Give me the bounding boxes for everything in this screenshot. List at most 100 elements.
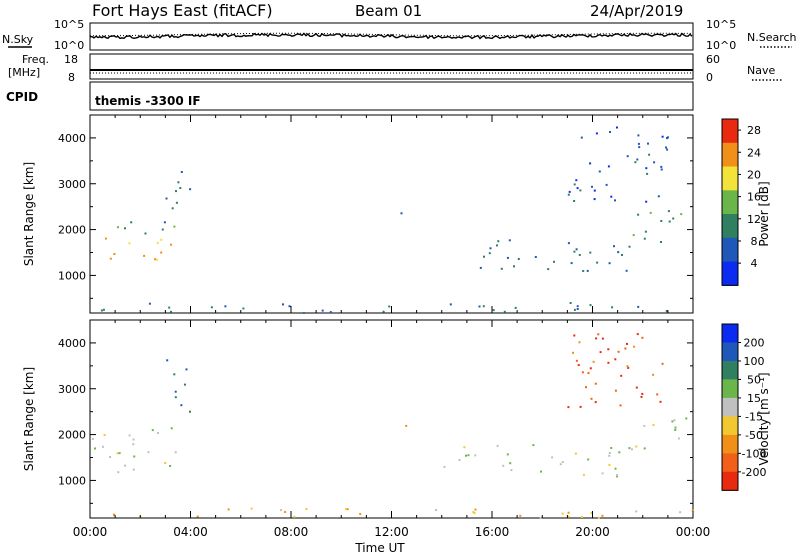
- colorbar-tick-label: 4: [751, 257, 758, 270]
- data-cell: [94, 447, 96, 450]
- data-cell: [302, 312, 305, 314]
- data-cell: [472, 511, 475, 514]
- data-cell: [156, 241, 159, 244]
- data-cell: [579, 189, 582, 192]
- data-cell: [579, 405, 582, 408]
- data-cell: [581, 371, 584, 374]
- data-cell: [614, 358, 617, 361]
- data-cell: [569, 302, 572, 304]
- data-cell: [156, 432, 159, 434]
- data-cell: [597, 333, 600, 336]
- y-tick-label: 2000: [58, 224, 86, 237]
- data-cell: [227, 508, 230, 511]
- colorbar-segment: [722, 214, 738, 239]
- data-cell: [586, 269, 589, 272]
- data-cell: [628, 245, 631, 248]
- data-cell: [638, 146, 641, 149]
- data-cell: [589, 304, 592, 307]
- data-cell: [104, 237, 107, 240]
- power-data-layer: [100, 126, 683, 314]
- data-cell: [608, 452, 611, 454]
- data-cell: [224, 305, 227, 308]
- data-cell: [660, 168, 663, 171]
- data-cell: [613, 245, 615, 248]
- data-cell: [166, 359, 169, 362]
- data-cell: [573, 200, 576, 202]
- velocity-axes: 1000 2000 3000 4000 00:00 04:00 08:00 12:00 16:0…: [58, 320, 710, 539]
- data-cell: [130, 221, 133, 224]
- data-cell: [608, 454, 611, 457]
- data-cell: [443, 465, 446, 468]
- data-cell: [539, 516, 542, 519]
- data-cell: [173, 225, 176, 228]
- data-cell: [617, 350, 620, 353]
- data-cell: [665, 146, 667, 149]
- data-cell: [608, 463, 611, 466]
- data-cell: [132, 468, 135, 471]
- colorbar-segment: [722, 379, 738, 399]
- data-cell: [293, 515, 296, 518]
- data-cell: [625, 269, 628, 272]
- data-cell: [463, 446, 466, 449]
- data-cell: [617, 251, 620, 254]
- data-cell: [170, 427, 173, 430]
- data-cell: [91, 437, 94, 440]
- freq-right-tick-top: 60: [706, 53, 720, 66]
- data-cell: [635, 510, 638, 513]
- data-cell: [497, 240, 500, 243]
- data-cell: [288, 305, 291, 308]
- data-cell: [661, 362, 664, 365]
- data-cell: [359, 512, 362, 515]
- data-cell: [637, 305, 640, 308]
- colorbar-frame: [721, 118, 739, 286]
- x-axis-label: Time UT: [354, 541, 405, 554]
- data-cell: [666, 148, 669, 151]
- data-cell: [567, 242, 570, 245]
- data-cell: [124, 227, 126, 230]
- data-cell: [502, 464, 505, 467]
- data-cell: [616, 126, 618, 129]
- data-cell: [210, 306, 213, 309]
- colorbar-segment: [722, 166, 738, 191]
- data-cell: [132, 443, 135, 446]
- data-cell: [628, 447, 631, 450]
- data-cell: [574, 452, 577, 455]
- data-cell: [388, 305, 391, 308]
- data-cell: [345, 508, 348, 511]
- data-cell: [685, 417, 688, 420]
- data-cell: [577, 364, 580, 367]
- data-cell: [609, 131, 611, 133]
- y-tick-label: 4000: [58, 337, 86, 350]
- data-cell: [109, 456, 112, 458]
- data-cell: [509, 462, 512, 465]
- data-cell: [632, 234, 635, 237]
- data-cell: [116, 452, 119, 455]
- y-tick-label: 3000: [58, 383, 86, 396]
- data-cell: [496, 244, 498, 247]
- data-cell: [500, 267, 503, 270]
- data-cell: [580, 136, 583, 139]
- data-cell: [329, 311, 332, 314]
- data-cell: [616, 475, 618, 478]
- data-cell: [184, 383, 186, 386]
- data-cell: [575, 359, 578, 362]
- data-cell: [510, 469, 513, 472]
- data-cell: [179, 187, 182, 189]
- data-cell: [633, 345, 636, 348]
- data-cell: [382, 310, 385, 313]
- data-cell: [117, 226, 119, 229]
- data-cell: [506, 453, 509, 456]
- data-cell: [174, 390, 177, 393]
- data-cell: [652, 373, 655, 376]
- data-cell: [601, 337, 604, 340]
- data-cell: [559, 463, 562, 466]
- data-cell: [591, 185, 593, 188]
- data-cell: [478, 305, 481, 308]
- data-cell: [659, 400, 662, 403]
- data-cell: [483, 255, 485, 258]
- data-cell: [660, 241, 662, 243]
- data-cell: [561, 461, 564, 463]
- noise-left-tick-top: 10^5: [54, 18, 84, 31]
- data-cell: [595, 337, 598, 340]
- nave-label: Nave: [747, 64, 775, 77]
